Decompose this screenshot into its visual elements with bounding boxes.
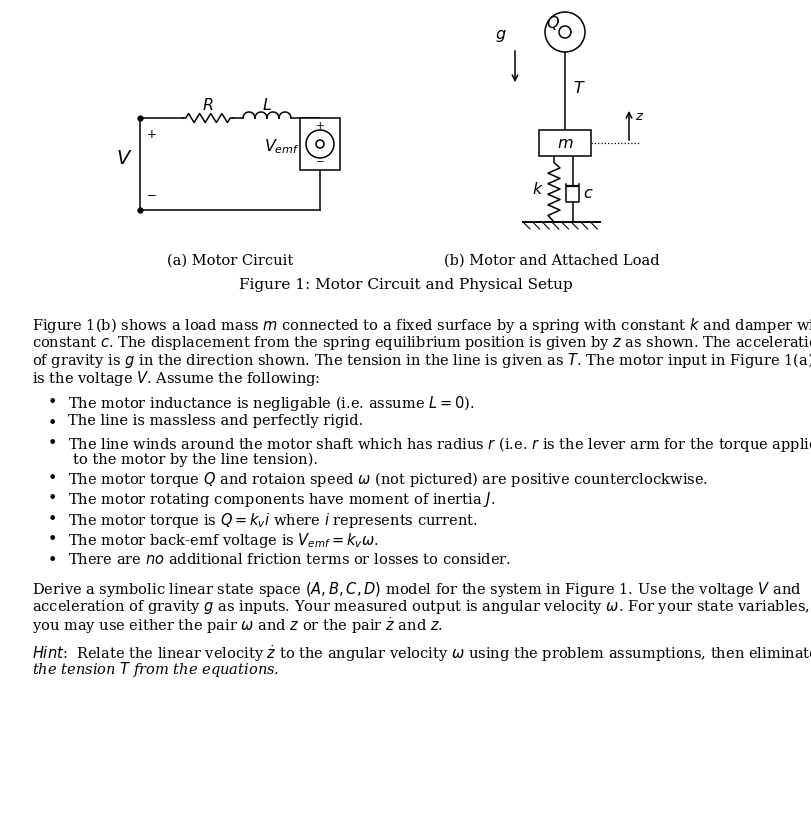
Text: of gravity is $g$ in the direction shown. The tension in the line is given as $T: of gravity is $g$ in the direction shown… [32,351,811,370]
Text: $z$: $z$ [634,110,643,123]
Bar [299,118,340,170]
Text: The motor back-emf voltage is $V_{emf} = k_v\omega$.: The motor back-emf voltage is $V_{emf} =… [68,532,378,551]
Text: you may use either the pair $\omega$ and $z$ or the pair $\dot{z}$ and $z$.: you may use either the pair $\omega$ and… [32,615,443,636]
Text: $\mathit{Hint}$:  Relate the linear velocity $\dot{z}$ to the angular velocity $: $\mathit{Hint}$: Relate the linear veloc… [32,643,811,664]
Text: $g$: $g$ [495,27,506,44]
Text: Derive a symbolic linear state space $(A, B, C, D)$ model for the system in Figu: Derive a symbolic linear state space $(A… [32,581,800,600]
Text: The line is massless and perfectly rigid.: The line is massless and perfectly rigid… [68,414,363,428]
Text: $T$: $T$ [573,79,585,97]
Text: is the voltage $V$. Assume the following:: is the voltage $V$. Assume the following… [32,369,320,388]
Text: The motor torque is $Q = k_v i$ where $i$ represents current.: The motor torque is $Q = k_v i$ where $i… [68,511,478,530]
Text: •: • [47,394,57,411]
Text: −: − [315,157,324,167]
Text: (b) Motor and Attached Load: (b) Motor and Attached Load [444,254,659,268]
Text: •: • [47,435,57,452]
Text: (a) Motor Circuit: (a) Motor Circuit [167,254,293,268]
Text: $c$: $c$ [583,185,594,202]
Text: •: • [47,414,57,432]
Text: $k$: $k$ [531,180,543,198]
Text: +: + [315,121,324,131]
Text: •: • [47,511,57,528]
Text: $L$: $L$ [262,97,272,113]
Text: $Q$: $Q$ [545,14,560,32]
Text: the tension $T$ from the equations.: the tension $T$ from the equations. [32,661,279,680]
Text: $-$: $-$ [145,188,156,200]
Text: $+$: $+$ [145,127,157,141]
Text: The motor rotating components have moment of inertia $J$.: The motor rotating components have momen… [68,490,495,509]
Circle shape [544,12,584,52]
Text: $m$: $m$ [556,135,573,151]
Text: •: • [47,490,57,508]
Text: to the motor by the line tension).: to the motor by the line tension). [73,452,318,467]
Bar [539,130,590,156]
Text: There are $\mathit{no}$ additional friction terms or losses to consider.: There are $\mathit{no}$ additional frict… [68,552,510,567]
Text: The line winds around the motor shaft which has radius $r$ (i.e. $r$ is the leve: The line winds around the motor shaft wh… [68,435,811,454]
Text: •: • [47,532,57,548]
Text: The motor torque $Q$ and rotaion speed $\omega$ (not pictured) are positive coun: The motor torque $Q$ and rotaion speed $… [68,470,707,489]
Text: acceleration of gravity $g$ as inputs. Your measured output is angular velocity : acceleration of gravity $g$ as inputs. Y… [32,598,809,616]
Text: Figure 1(b) shows a load mass $m$ connected to a fixed surface by a spring with : Figure 1(b) shows a load mass $m$ connec… [32,316,811,335]
Circle shape [306,130,333,158]
Text: •: • [47,470,57,487]
Text: constant $c$. The displacement from the spring equilibrium position is given by : constant $c$. The displacement from the … [32,333,811,351]
Text: The motor inductance is negligable (i.e. assume $L = 0$).: The motor inductance is negligable (i.e.… [68,394,474,413]
Text: $R$: $R$ [202,97,213,113]
Text: $V$: $V$ [116,150,132,168]
Circle shape [315,140,324,148]
Text: •: • [47,552,57,569]
Circle shape [558,26,570,38]
Text: $V_{emf}$: $V_{emf}$ [264,137,299,156]
Text: Figure 1: Motor Circuit and Physical Setup: Figure 1: Motor Circuit and Physical Set… [238,278,573,292]
